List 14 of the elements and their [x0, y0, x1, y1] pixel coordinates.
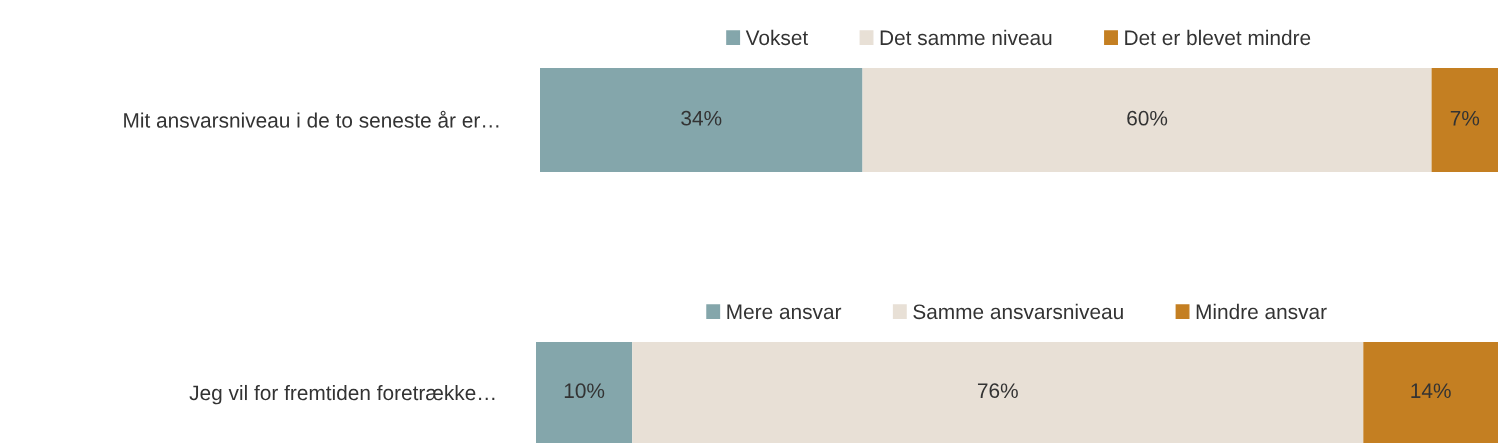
y-tick-label: Mit ansvarsniveau i de to seneste år er… — [124, 110, 499, 128]
legend-label: Mindre ansvar — [1196, 303, 1327, 320]
data-label: 7% — [1450, 110, 1480, 126]
data-label: 76% — [977, 383, 1018, 399]
legend-label: Samme ansvarsniveau — [913, 303, 1123, 320]
legend-label: Det samme niveau — [880, 29, 1052, 46]
legend-label: Vokset — [745, 29, 809, 46]
legend-label: Mere ansvar — [727, 304, 842, 320]
data-label: 34% — [681, 110, 722, 126]
legend-label: Det er blevet mindre — [1125, 29, 1311, 46]
data-label: 60% — [1127, 110, 1168, 126]
data-label: 10% — [564, 383, 605, 399]
data-label: 14% — [1411, 383, 1451, 399]
y-tick-label: Jeg vil for fremtiden foretrække… — [189, 384, 495, 405]
